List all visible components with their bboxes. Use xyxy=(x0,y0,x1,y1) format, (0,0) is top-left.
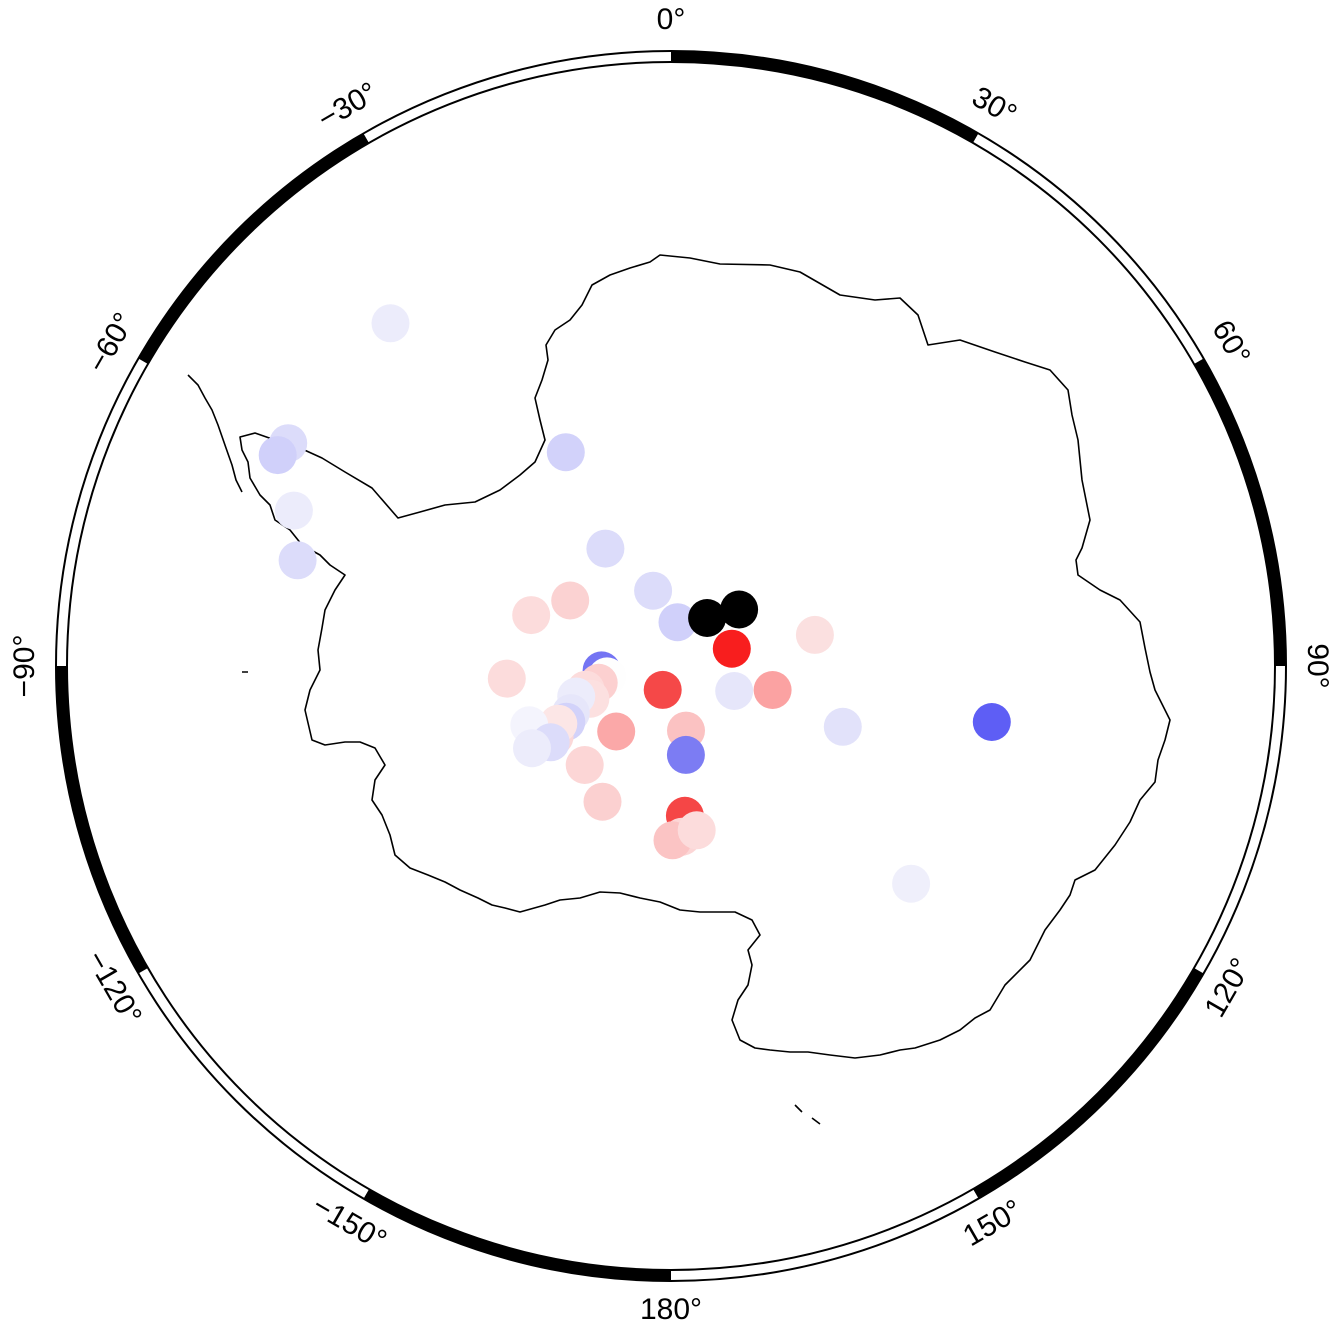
station-marker xyxy=(278,541,317,580)
station-marker xyxy=(643,670,682,709)
longitude-label: 60° xyxy=(1205,315,1256,371)
frame-segment xyxy=(56,665,148,974)
longitude-label: 90° xyxy=(1301,643,1330,688)
frame-segment xyxy=(972,967,1204,1199)
frame-segment xyxy=(670,51,979,143)
station-marker xyxy=(551,581,590,620)
frame-segment xyxy=(670,1189,979,1281)
station-marker xyxy=(677,811,716,850)
station-marker xyxy=(597,712,636,751)
station-marker xyxy=(753,671,792,709)
longitude-label: −90° xyxy=(8,635,41,698)
frame-segment xyxy=(56,358,148,667)
station-marker xyxy=(688,599,727,637)
frame-segment xyxy=(1194,665,1286,974)
longitude-label: −60° xyxy=(81,307,141,378)
station-marker xyxy=(795,615,834,654)
station-marker xyxy=(371,304,410,343)
longitude-label: 0° xyxy=(657,3,686,36)
station-marker xyxy=(720,590,759,629)
station-marker xyxy=(258,436,297,475)
frame-ring xyxy=(66,61,1276,1271)
coastline xyxy=(187,254,1171,1125)
station-marker xyxy=(712,629,751,668)
station-marker xyxy=(634,571,673,610)
frame-segment xyxy=(1194,358,1286,667)
station-marker xyxy=(512,596,551,635)
frame-segment xyxy=(138,133,370,365)
map-frame: 0°30°60°90°120°150°180°−150°−120°−90°−60… xyxy=(8,3,1330,1326)
station-marker xyxy=(487,659,526,698)
island-fragment xyxy=(242,671,821,1125)
station-marker xyxy=(715,672,754,710)
station-marker xyxy=(823,707,862,746)
station-marker xyxy=(972,703,1011,741)
station-marker xyxy=(513,729,551,768)
frame-segment xyxy=(138,967,370,1199)
station-marker xyxy=(666,735,705,774)
station-marker xyxy=(565,746,604,784)
frame-segment xyxy=(972,133,1204,365)
stations xyxy=(258,304,1011,903)
station-marker xyxy=(658,603,697,642)
station-marker xyxy=(274,491,313,530)
station-marker xyxy=(583,782,622,821)
frame-segment xyxy=(363,51,672,143)
antarctica-coastline xyxy=(239,254,1171,1059)
frame-ring xyxy=(55,50,1287,1282)
station-marker xyxy=(546,433,585,472)
longitude-label: 180° xyxy=(640,1293,702,1326)
peninsula-islands xyxy=(187,374,243,493)
longitude-label: −30° xyxy=(312,76,383,136)
frame-segment xyxy=(363,1189,672,1281)
station-marker xyxy=(586,529,625,568)
station-marker xyxy=(892,864,931,903)
longitude-label: 30° xyxy=(966,80,1022,131)
